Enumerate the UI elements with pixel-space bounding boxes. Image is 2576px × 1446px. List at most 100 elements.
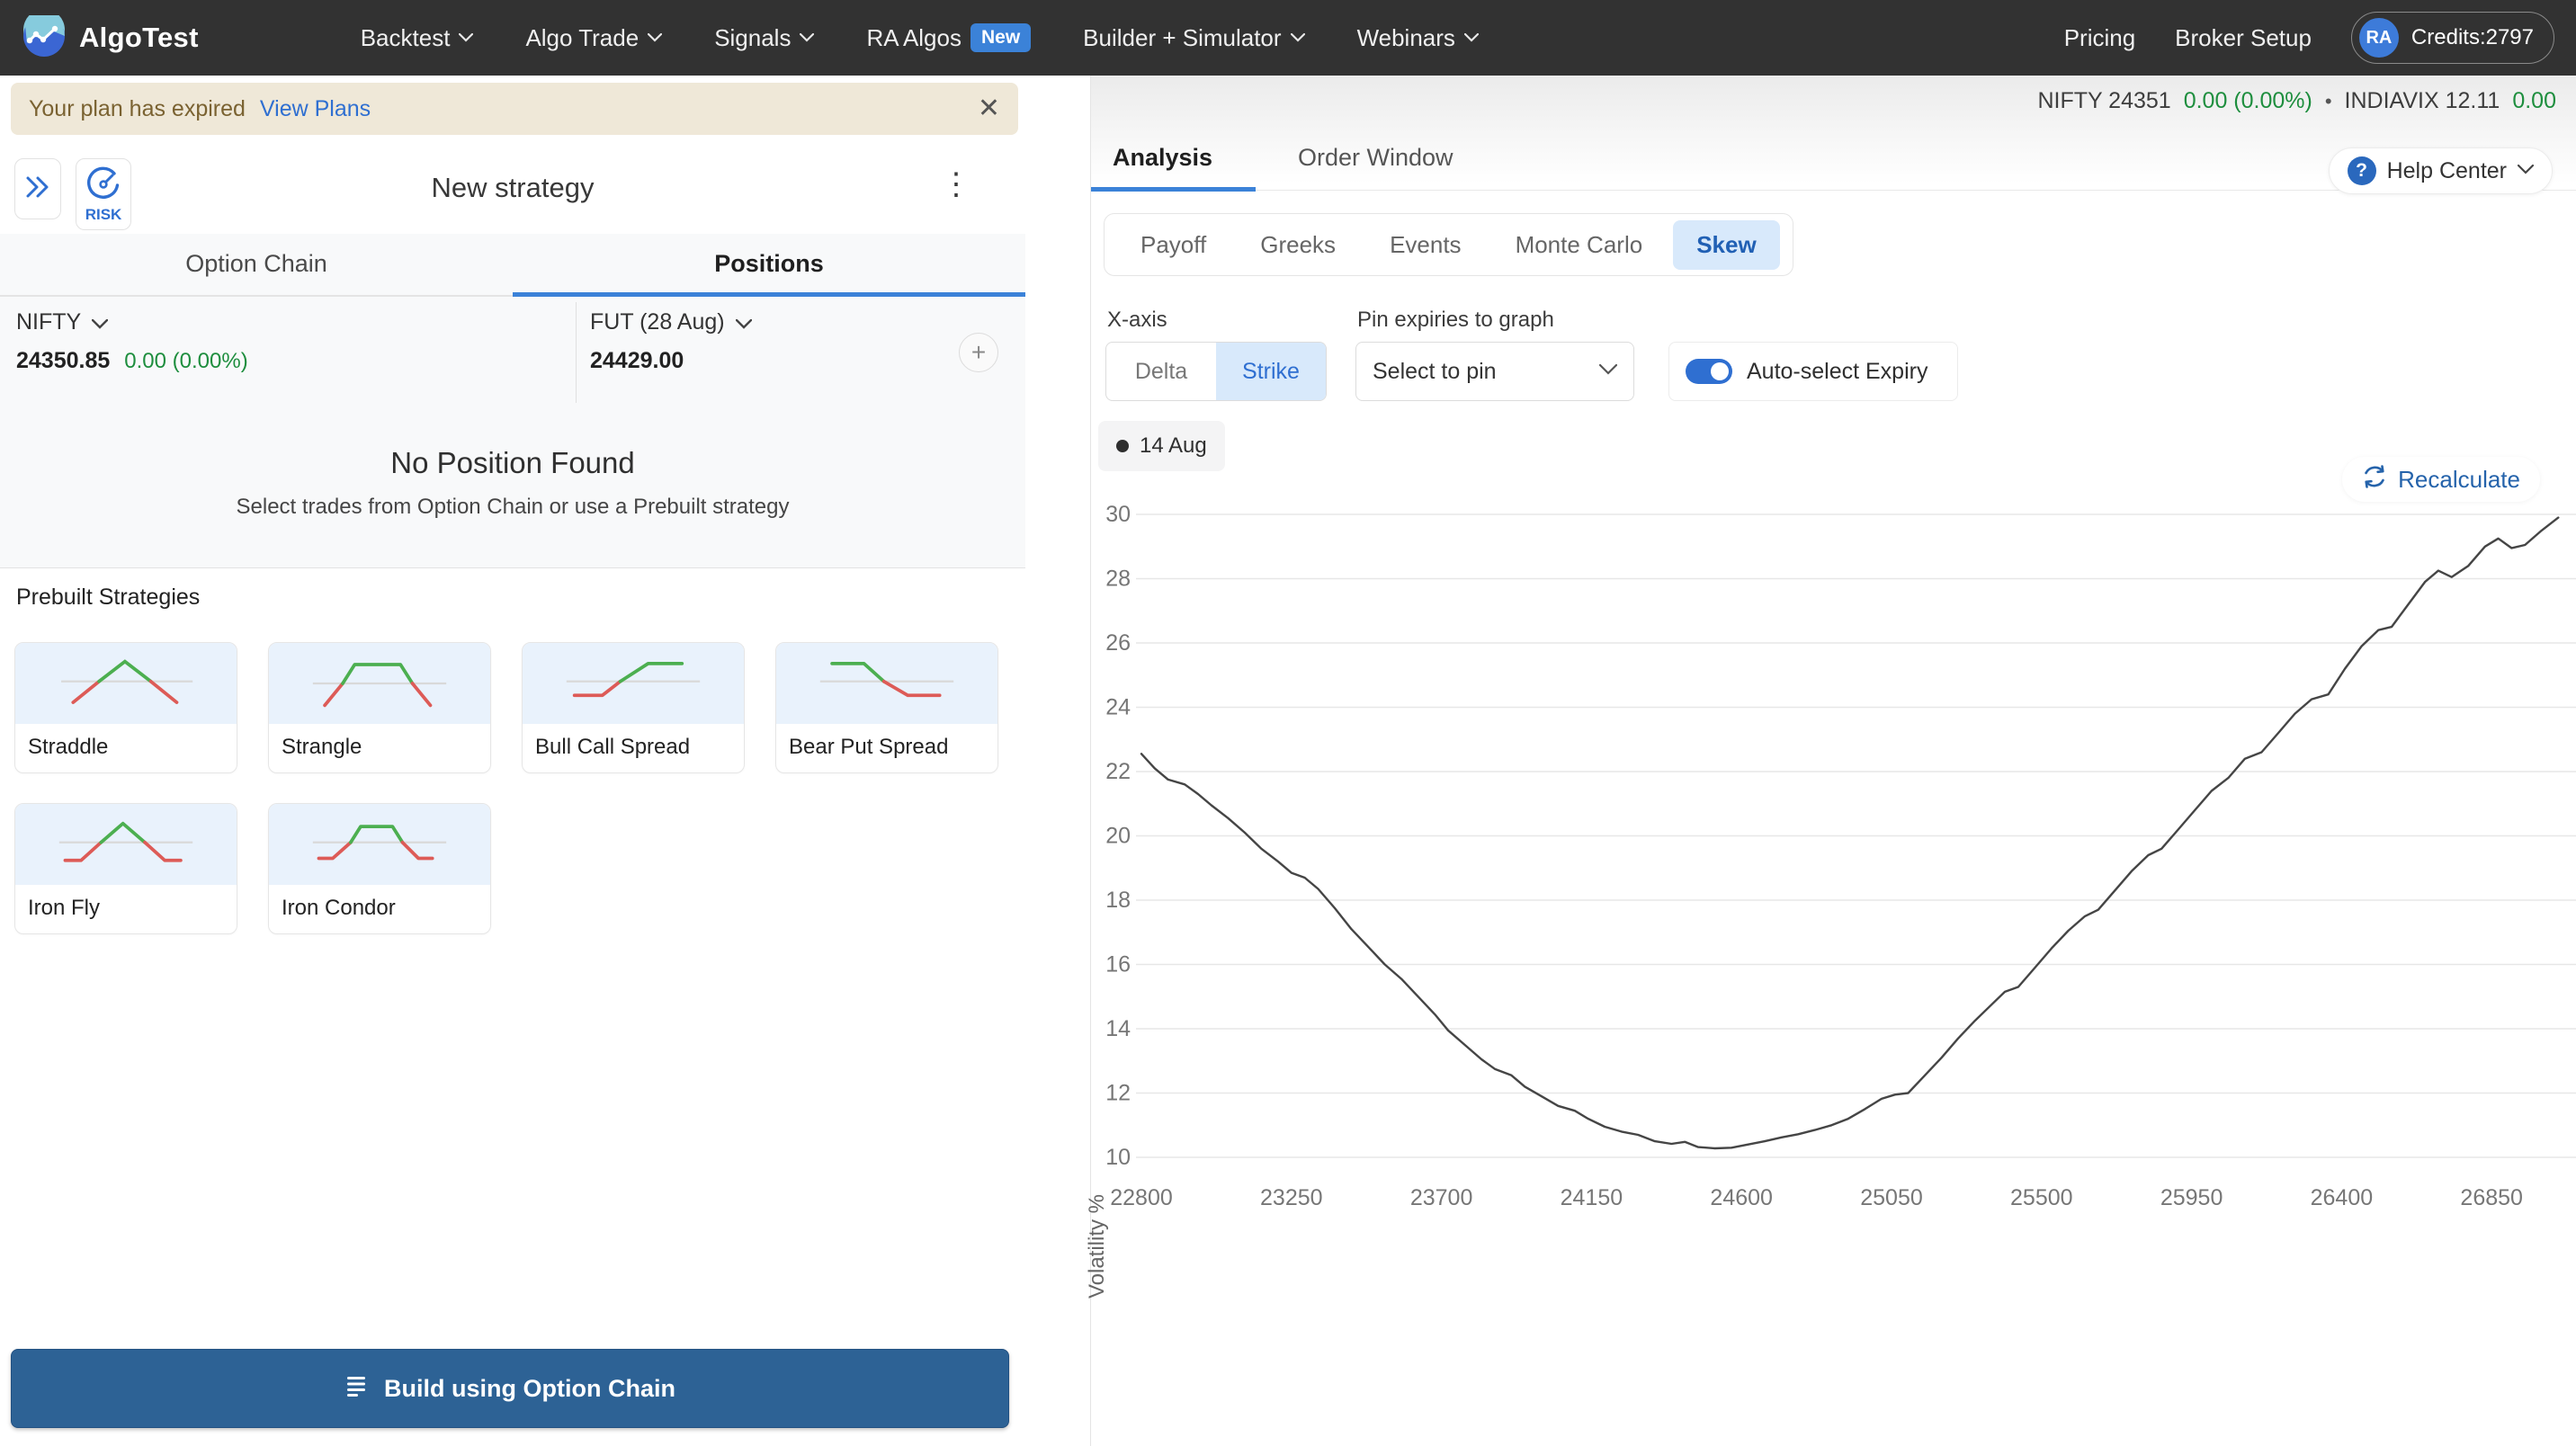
x-tick-label: 25050 [1860,1185,1923,1210]
x-tick-label: 24600 [1710,1185,1773,1210]
tab-analysis[interactable]: Analysis [1113,144,1212,172]
chevron-down-icon [2518,163,2534,179]
legend-dot-icon [1116,440,1129,452]
prebuilt-card-iron-condor[interactable]: Iron Condor [268,803,491,934]
y-tick-label: 18 [1105,888,1131,913]
plan-expired-banner: Your plan has expired View Plans ✕ [11,83,1018,135]
help-center-button[interactable]: ? Help Center [2329,147,2553,194]
x-tick-label: 25500 [2010,1185,2073,1210]
prebuilt-card-bull-call-spread[interactable]: Bull Call Spread [522,642,745,773]
chevron-down-icon [800,33,814,42]
nav-menu: Backtest Algo Trade Signals RA Algos New… [361,23,1479,52]
underlying-column: NIFTY 24350.85 0.00 (0.00%) [16,297,248,374]
nav-item-algo-trade[interactable]: Algo Trade [525,24,662,52]
nifty-quote: NIFTY 24351 [2037,88,2170,114]
nav-item-builder-simulator[interactable]: Builder + Simulator [1083,24,1304,52]
prebuilt-heading: Prebuilt Strategies [16,585,200,611]
subtab-events[interactable]: Events [1366,220,1485,270]
subtab-greeks[interactable]: Greeks [1237,220,1359,270]
prebuilt-card-bear-put-spread[interactable]: Bear Put Spread [775,642,998,773]
indiavix-change: 0.00 [2512,88,2556,114]
auto-select-expiry-control: Auto-select Expiry [1668,342,1958,401]
pin-expiries-select[interactable]: Select to pin [1355,342,1634,401]
divider [576,302,577,403]
strangle-payoff-icon [269,643,490,724]
x-tick-label: 26850 [2460,1185,2523,1210]
analysis-panel: NIFTY 24351 0.00 (0.00%) • INDIAVIX 12.1… [1091,76,2576,1446]
nav-item-webinars[interactable]: Webinars [1357,24,1479,52]
new-badge: New [970,23,1031,52]
iron-fly-payoff-icon [15,804,237,885]
chevron-down-icon [736,309,752,335]
empty-state: No Position Found Select trades from Opt… [0,410,1025,568]
future-price: 24429.00 [590,348,684,374]
prebuilt-card-straddle[interactable]: Straddle [14,642,237,773]
nav-link-pricing[interactable]: Pricing [2064,24,2135,52]
analysis-subtabs: Payoff Greeks Events Monte Carlo Skew [1104,213,1793,276]
ticker-separator: • [2325,90,2332,113]
nav-item-backtest[interactable]: Backtest [361,24,474,52]
kebab-menu-icon[interactable]: ⋮ [941,166,971,202]
x-tick-label: 24150 [1561,1185,1623,1210]
nav-item-ra-algos[interactable]: RA Algos New [866,23,1031,52]
empty-state-subtitle: Select trades from Option Chain or use a… [0,495,1025,520]
y-tick-label: 16 [1105,952,1131,977]
question-mark-icon: ? [2348,156,2376,185]
view-plans-link[interactable]: View Plans [260,96,371,122]
close-icon[interactable]: ✕ [978,95,1000,122]
y-tick-label: 26 [1105,630,1131,656]
active-tab-underline [1091,187,1256,192]
bear-put-spread-payoff-icon [776,643,997,724]
pin-expiries-label: Pin expiries to graph [1357,308,1554,333]
x-tick-label: 25950 [2160,1185,2223,1210]
chevron-down-icon [92,309,108,335]
prebuilt-card-iron-fly[interactable]: Iron Fly [14,803,237,934]
x-tick-label: 23700 [1410,1185,1473,1210]
brand[interactable]: AlgoTest [23,15,199,61]
y-tick-label: 12 [1105,1081,1131,1106]
strategy-panel: Your plan has expired View Plans ✕ RISK [0,76,1025,1446]
nav-item-signals[interactable]: Signals [714,24,814,52]
straddle-payoff-icon [15,643,237,724]
nav-right: Pricing Broker Setup RA Credits:2797 [2064,12,2554,64]
chevron-down-icon [1291,33,1305,42]
future-dropdown[interactable]: FUT (28 Aug) [590,309,752,335]
tab-positions[interactable]: Positions [513,234,1025,297]
y-tick-label: 28 [1105,567,1131,592]
iron-condor-payoff-icon [269,804,490,885]
expiry-legend-chip[interactable]: 14 Aug [1098,421,1225,471]
auto-select-expiry-toggle[interactable] [1686,359,1732,384]
bull-call-spread-payoff-icon [523,643,744,724]
build-using-option-chain-button[interactable]: Build using Option Chain [11,1349,1009,1428]
auto-select-expiry-label: Auto-select Expiry [1747,359,1928,385]
add-position-button[interactable]: + [959,333,998,372]
prebuilt-card-label: Strangle [282,735,490,760]
y-tick-label: 24 [1105,695,1131,720]
tab-order-window[interactable]: Order Window [1298,144,1453,172]
y-tick-label: 30 [1105,502,1131,527]
algotest-logo-icon [23,15,65,61]
x-tick-label: 22800 [1110,1185,1173,1210]
symbol-dropdown[interactable]: NIFTY [16,309,248,335]
y-tick-label: 20 [1105,824,1131,849]
subtab-monte-carlo[interactable]: Monte Carlo [1492,220,1667,270]
xaxis-option-delta[interactable]: Delta [1106,343,1216,400]
risk-label: RISK [85,206,122,224]
x-tick-label: 26400 [2311,1185,2374,1210]
spot-price: 24350.85 [16,348,110,374]
list-icon [344,1374,368,1404]
xaxis-option-strike[interactable]: Strike [1216,343,1326,400]
algotest-app: AlgoTest Backtest Algo Trade Signals RA … [0,0,2576,1446]
subtab-skew[interactable]: Skew [1673,220,1780,270]
tab-option-chain[interactable]: Option Chain [0,234,513,297]
market-ticker: NIFTY 24351 0.00 (0.00%) • INDIAVIX 12.1… [2037,88,2556,114]
chevron-down-icon [648,33,662,42]
avatar: RA [2359,18,2399,58]
y-axis-title: Volatility % [1085,1156,1112,1336]
account-credits-pill[interactable]: RA Credits:2797 [2351,12,2554,64]
subtab-payoff[interactable]: Payoff [1117,220,1230,270]
x-tick-label: 23250 [1260,1185,1323,1210]
nav-link-broker-setup[interactable]: Broker Setup [2175,24,2312,52]
y-tick-label: 22 [1105,759,1131,784]
prebuilt-card-strangle[interactable]: Strangle [268,642,491,773]
